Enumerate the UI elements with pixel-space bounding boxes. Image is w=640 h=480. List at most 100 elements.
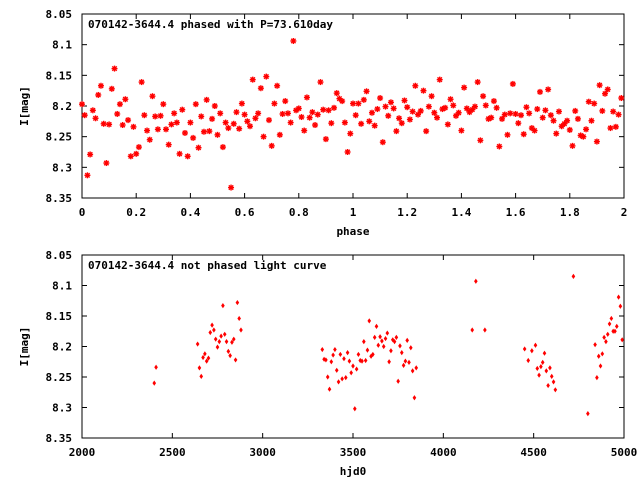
data-point <box>577 132 584 139</box>
data-point <box>455 109 462 116</box>
data-point <box>366 118 373 125</box>
data-point-stroke <box>193 101 199 107</box>
y-tick-label: 8.05 <box>46 8 73 21</box>
data-point <box>483 327 487 333</box>
data-point <box>287 119 294 126</box>
data-point-stroke <box>323 136 329 142</box>
data-point-stroke <box>228 184 234 191</box>
data-point <box>518 112 525 119</box>
data-point-stroke <box>117 101 123 107</box>
data-point <box>620 337 624 343</box>
data-point <box>208 329 213 336</box>
data-point-stroke <box>149 93 156 99</box>
data-point-stroke <box>195 145 202 151</box>
data-point-stroke <box>550 118 557 124</box>
data-point <box>160 101 167 108</box>
data-point <box>499 115 506 122</box>
data-point <box>542 107 549 114</box>
data-point <box>116 101 123 108</box>
data-point <box>399 350 404 356</box>
data-point <box>615 111 622 118</box>
data-point <box>520 131 527 138</box>
data-point-stroke <box>374 106 381 112</box>
data-point <box>301 127 308 134</box>
data-point-stroke <box>618 95 624 101</box>
data-point <box>353 406 357 412</box>
data-point-stroke <box>198 113 204 120</box>
data-point-stroke <box>325 107 332 113</box>
data-point <box>247 123 254 130</box>
data-point-stroke <box>184 153 191 159</box>
data-point-stroke <box>100 121 107 127</box>
data-point-stroke <box>361 97 367 103</box>
data-point <box>239 327 243 333</box>
data-point-stroke <box>166 141 172 148</box>
data-point-stroke <box>217 110 223 117</box>
y-tick-label: 8.3 <box>52 161 72 174</box>
data-point-stroke <box>317 79 324 85</box>
data-point <box>244 118 251 125</box>
data-point <box>192 101 199 108</box>
x-tick-label: 4500 <box>520 446 547 459</box>
data-point <box>504 131 511 138</box>
data-point-stroke <box>594 138 600 145</box>
data-point <box>526 357 531 364</box>
data-point <box>482 102 489 109</box>
data-point-stroke <box>274 83 280 89</box>
data-point <box>233 357 238 363</box>
data-point-stroke <box>92 115 99 121</box>
data-point <box>358 357 363 364</box>
data-point <box>255 110 262 117</box>
data-point-stroke <box>141 112 148 118</box>
data-point <box>390 337 395 343</box>
data-point <box>507 110 514 117</box>
data-point-stroke <box>380 139 386 145</box>
data-point-stroke <box>442 105 448 111</box>
x-tick-label: 0.2 <box>126 206 146 219</box>
data-point <box>127 153 134 160</box>
data-point-stroke <box>212 103 218 109</box>
x-tick-label: 1.2 <box>397 206 417 219</box>
data-point <box>417 107 424 114</box>
y-axis-label: I[mag] <box>18 327 31 367</box>
data-point-stroke <box>266 117 272 123</box>
data-point <box>230 120 237 127</box>
data-point <box>447 96 454 103</box>
data-point-stroke <box>220 144 226 150</box>
data-point-stroke <box>393 128 400 134</box>
y-tick-label: 8.3 <box>52 402 72 415</box>
data-point <box>106 121 113 128</box>
data-point <box>393 128 400 135</box>
data-point <box>92 115 99 122</box>
data-point <box>428 93 435 100</box>
data-point <box>539 364 543 370</box>
data-point-stroke <box>279 111 286 117</box>
data-point <box>203 351 207 357</box>
data-point <box>257 85 264 92</box>
data-point <box>368 109 375 116</box>
data-point <box>607 321 612 327</box>
x-tick-label: 0.4 <box>180 206 200 219</box>
data-point <box>574 115 581 122</box>
data-point-stroke <box>128 153 134 159</box>
data-point-stroke <box>450 102 456 109</box>
data-point <box>95 91 102 98</box>
data-point-stroke <box>418 108 424 114</box>
data-point-stroke <box>79 101 85 107</box>
data-point-stroke <box>385 113 391 119</box>
data-point-stroke <box>583 126 589 133</box>
data-point <box>79 101 85 108</box>
data-point-stroke <box>518 112 524 118</box>
data-point <box>378 334 382 340</box>
data-point <box>431 109 438 116</box>
data-point-stroke <box>98 83 104 89</box>
data-point <box>553 387 558 393</box>
data-point-stroke <box>540 114 546 121</box>
data-point-stroke <box>250 76 256 83</box>
data-point <box>295 105 302 112</box>
data-point <box>298 114 305 121</box>
data-point <box>271 100 278 107</box>
data-point <box>387 99 394 106</box>
data-point <box>225 125 232 132</box>
data-point <box>347 358 352 364</box>
